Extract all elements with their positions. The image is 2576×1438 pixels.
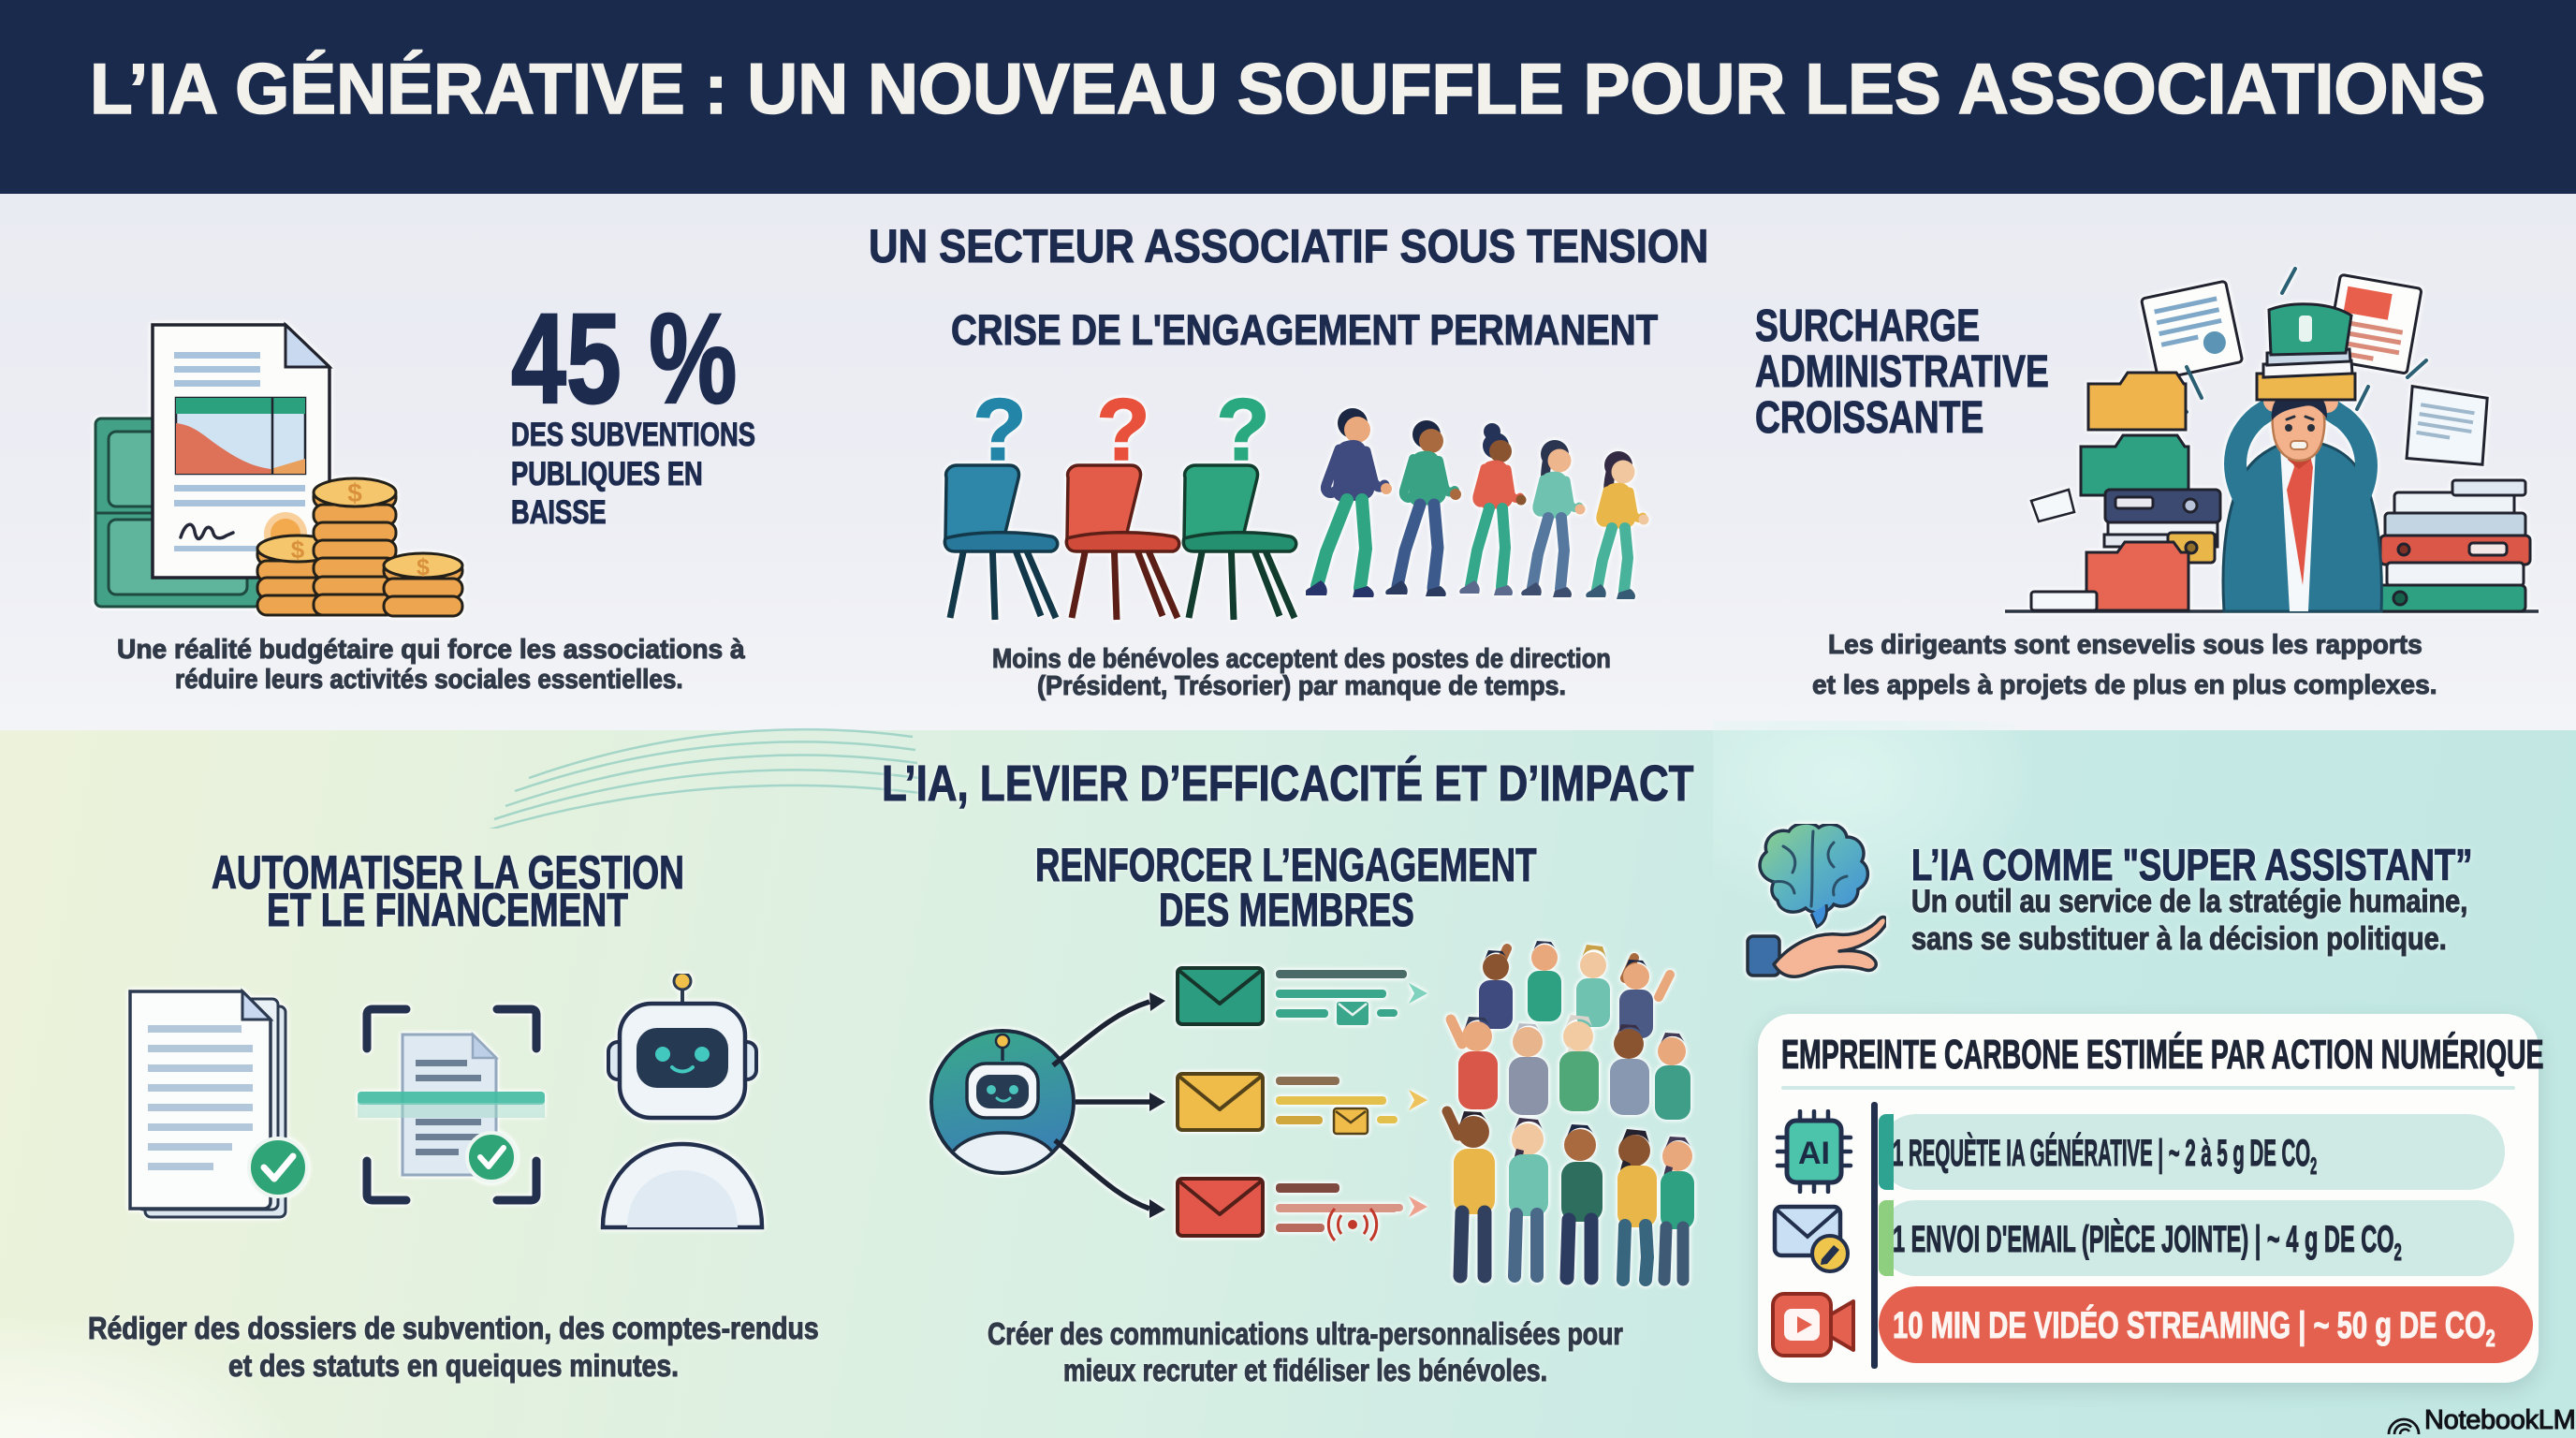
svg-text:AI: AI [1798,1136,1830,1171]
svg-text:$: $ [417,554,430,580]
svg-text:?: ? [1216,389,1269,478]
svg-text:$: $ [291,536,305,564]
svg-text:$: $ [347,478,362,507]
